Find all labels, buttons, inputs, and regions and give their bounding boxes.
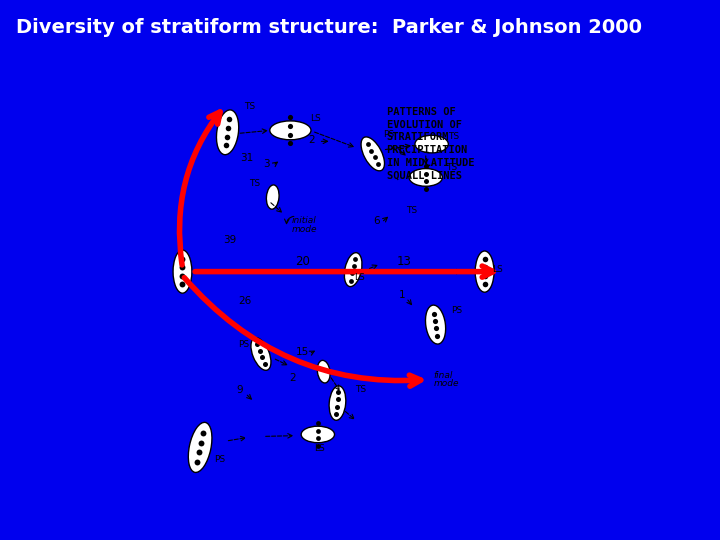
Point xyxy=(176,272,188,280)
Point xyxy=(345,276,356,285)
Point xyxy=(194,448,205,456)
Text: 3: 3 xyxy=(264,159,270,168)
Text: LS: LS xyxy=(492,265,503,274)
Point xyxy=(431,332,443,340)
Point xyxy=(312,419,323,428)
Text: 2: 2 xyxy=(309,135,315,145)
Ellipse shape xyxy=(270,121,311,140)
Text: LS: LS xyxy=(310,114,321,123)
Point xyxy=(479,263,490,272)
Point xyxy=(312,427,323,435)
Text: TS: TS xyxy=(250,179,261,188)
Text: 1: 1 xyxy=(399,290,405,300)
Text: PATTERNS OF
EVOLUTION OF
STRATIFORM
PRECIPITATION
IN MIDLATITUDE
SQUALL LINES: PATTERNS OF EVOLUTION OF STRATIFORM PREC… xyxy=(387,107,474,181)
Ellipse shape xyxy=(329,386,346,420)
Point xyxy=(312,441,323,450)
Point xyxy=(333,388,344,396)
Point xyxy=(222,124,234,132)
Ellipse shape xyxy=(251,338,271,370)
Point xyxy=(348,262,360,271)
Ellipse shape xyxy=(301,426,335,443)
Ellipse shape xyxy=(361,137,384,171)
Ellipse shape xyxy=(318,360,330,383)
Point xyxy=(365,146,377,155)
Text: PS: PS xyxy=(238,340,249,349)
Text: TS: TS xyxy=(356,385,366,394)
Text: LS: LS xyxy=(315,444,325,453)
Ellipse shape xyxy=(173,250,192,293)
Point xyxy=(253,346,265,355)
Text: 26: 26 xyxy=(238,296,252,306)
Point xyxy=(221,132,233,141)
Ellipse shape xyxy=(217,110,239,154)
Point xyxy=(479,272,490,280)
Point xyxy=(284,130,296,139)
Point xyxy=(284,122,296,130)
Point xyxy=(431,324,442,333)
Point xyxy=(420,184,431,193)
Text: 15: 15 xyxy=(295,347,309,357)
Point xyxy=(176,280,188,288)
Text: 20: 20 xyxy=(294,255,310,268)
Point xyxy=(420,170,431,178)
Point xyxy=(224,115,235,124)
Point xyxy=(479,280,490,288)
Text: TS: TS xyxy=(407,206,418,215)
Text: TS: TS xyxy=(448,132,459,141)
Point xyxy=(372,159,384,168)
Ellipse shape xyxy=(266,185,279,209)
Point xyxy=(429,316,441,325)
Point xyxy=(330,410,342,418)
Ellipse shape xyxy=(189,422,212,472)
Text: PS: PS xyxy=(451,306,463,315)
Text: 39: 39 xyxy=(223,235,236,245)
Point xyxy=(251,339,263,348)
Point xyxy=(256,353,268,362)
Point xyxy=(479,255,490,264)
Text: mode: mode xyxy=(433,379,459,388)
Ellipse shape xyxy=(475,251,494,292)
Text: LS: LS xyxy=(354,273,364,282)
Point xyxy=(420,162,431,171)
Ellipse shape xyxy=(426,305,446,344)
Text: 9: 9 xyxy=(236,385,243,395)
Point xyxy=(420,177,431,185)
Point xyxy=(369,153,380,161)
Point xyxy=(284,139,296,147)
Point xyxy=(176,263,188,272)
Ellipse shape xyxy=(344,253,362,287)
Point xyxy=(312,434,323,442)
Point xyxy=(361,140,373,149)
Text: PS: PS xyxy=(214,455,225,464)
Text: Diversity of stratiform structure:  Parker & Johnson 2000: Diversity of stratiform structure: Parke… xyxy=(16,18,642,37)
Text: 2: 2 xyxy=(289,373,296,382)
Point xyxy=(331,402,343,411)
Point xyxy=(350,254,361,263)
Point xyxy=(346,269,358,278)
Point xyxy=(192,457,203,466)
Point xyxy=(176,255,188,264)
Text: 13: 13 xyxy=(397,255,412,268)
Point xyxy=(332,395,343,404)
Point xyxy=(195,438,207,447)
Text: mode: mode xyxy=(292,225,317,234)
Text: initial: initial xyxy=(292,216,317,225)
Point xyxy=(220,141,232,150)
Point xyxy=(197,429,209,437)
Point xyxy=(259,360,271,369)
Point xyxy=(284,113,296,122)
Text: 31: 31 xyxy=(240,153,254,163)
Text: 6: 6 xyxy=(374,215,380,226)
Point xyxy=(428,309,440,318)
Text: PS: PS xyxy=(383,130,394,139)
Text: TS: TS xyxy=(446,163,456,172)
Text: final: final xyxy=(433,371,453,380)
Ellipse shape xyxy=(415,135,449,153)
Text: TS: TS xyxy=(243,102,255,111)
Ellipse shape xyxy=(409,168,442,186)
